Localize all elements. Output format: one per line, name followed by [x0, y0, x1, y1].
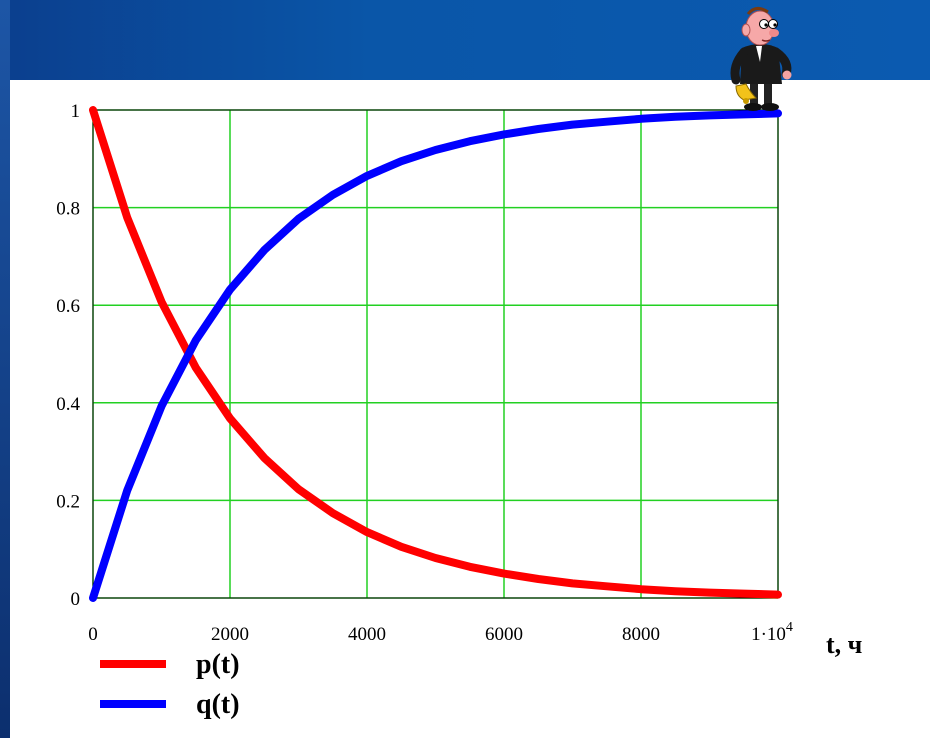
y-tick-label-5: 1	[71, 101, 81, 122]
y-tick-label-3: 0.6	[56, 296, 80, 317]
x-tick-label-3: 6000	[485, 624, 523, 645]
x-axis-label: t, ч	[826, 630, 862, 659]
y-tick-label-1: 0.2	[56, 491, 80, 512]
grid	[92, 109, 779, 599]
cartoon-man-with-bell-icon	[730, 7, 792, 111]
legend-label-q: q(t)	[196, 689, 240, 720]
x-tick-label-1: 2000	[211, 624, 249, 645]
y-tick-label-2: 0.4	[56, 394, 80, 415]
plot-frame	[92, 109, 779, 599]
y-tick-label-0: 0	[71, 589, 81, 610]
legend-label-p: p(t)	[196, 649, 240, 680]
x-tick-label-2: 4000	[348, 624, 386, 645]
legend: p(t) q(t)	[100, 649, 240, 720]
series-line-p	[89, 106, 782, 599]
x-tick-label-4: 8000	[622, 624, 660, 645]
tick-labels: 0 2000 4000 6000 8000 1·104 0 0.2 0.4 0.6 0.8 1	[56, 101, 793, 645]
left-edge-strip	[0, 0, 10, 738]
x-tick-exponent: 4	[786, 620, 793, 635]
x-tick-label-0: 0	[88, 624, 98, 645]
x-tick-label-5: 1·104	[751, 620, 793, 645]
series-layer	[89, 106, 782, 602]
series-line-q	[89, 109, 782, 602]
y-tick-label-4: 0.8	[56, 199, 80, 220]
